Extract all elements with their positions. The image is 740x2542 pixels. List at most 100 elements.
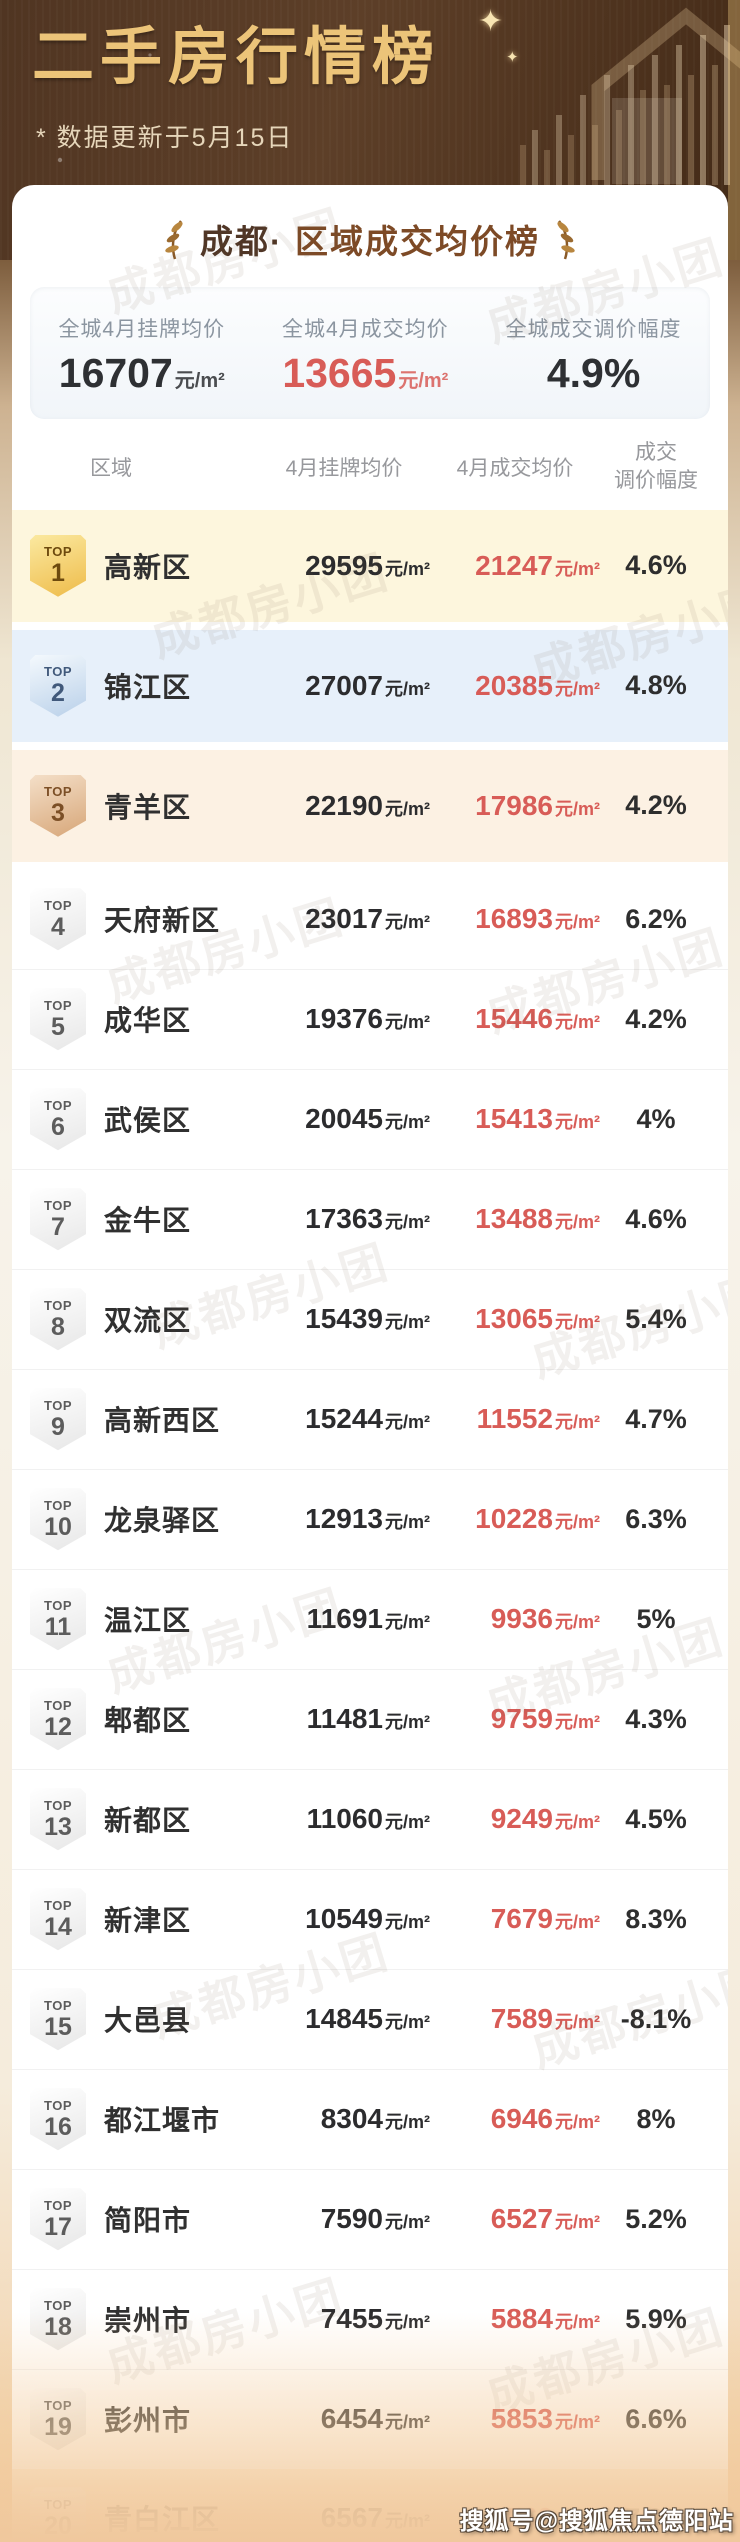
sohu-watermark: 搜狐号@搜狐焦点德阳站 (459, 2508, 734, 2535)
listed-price: 15244 元/m² (305, 1403, 430, 1435)
table-row: TOP 6 武侯区 20045 元/m² 15413 元/m² 4% (12, 1068, 728, 1169)
rank-badge-label: TOP (44, 2397, 72, 2413)
rank-badge: TOP 12 (30, 1688, 86, 1751)
change-rate: 4.8% (625, 670, 687, 701)
district-name: 锦江区 (104, 671, 192, 703)
rank-number: 8 (51, 1312, 65, 1341)
stat-label: 全城4月成交均价 (282, 317, 449, 341)
citywide-stats: 全城4月挂牌均价 16707 元/m² 全城4月成交均价 13665 元/m² 全城… (30, 287, 710, 419)
table-header: 区域 4月挂牌均价 4月成交均价 成交 调价幅度 (12, 435, 728, 510)
stat-change-rate: 全城成交调价幅度 4.9% (506, 313, 682, 394)
table-row: TOP 8 双流区 15439 元/m² 13065 元/m² 5.4% (12, 1268, 728, 1369)
rank-badge-label: TOP (44, 1897, 72, 1913)
listed-price: 29595 元/m² (305, 549, 430, 581)
table-row: TOP 9 高新西区 15244 元/m² 11552 元/m² 4.7% (12, 1368, 728, 1469)
rank-badge: TOP 2 (30, 654, 86, 717)
card-title-prefix: 成都· (200, 223, 283, 260)
rank-number: 12 (44, 1712, 72, 1741)
card-title: 成都· 区域成交均价榜 (12, 185, 728, 281)
rank-badge: TOP 13 (30, 1788, 86, 1851)
district-name: 都江堰市 (104, 2105, 221, 2137)
deal-price: 17986 元/m² (475, 789, 600, 821)
rank-number: 5 (51, 1012, 65, 1041)
table-row: TOP 15 大邑县 14845 元/m² 7589 元/m² -8.1% (12, 1968, 728, 2069)
listed-price: 7455 元/m² (320, 2303, 430, 2335)
deal-price: 6527 元/m² (490, 2203, 600, 2235)
page-title: 二手房行情榜 (32, 23, 441, 92)
rank-badge: TOP 19 (30, 2388, 86, 2451)
listed-price: 15439 元/m² (305, 1303, 430, 1335)
listed-price: 14845 元/m² (305, 2003, 430, 2035)
rank-badge: TOP 14 (30, 1888, 86, 1951)
rank-badge: TOP 8 (30, 1288, 86, 1351)
district-name: 温江区 (104, 1605, 192, 1637)
change-rate: 5.2% (625, 2203, 687, 2234)
rank-badge-label: TOP (44, 1097, 72, 1113)
district-name: 高新区 (104, 551, 192, 583)
deal-price: 16893 元/m² (475, 903, 600, 935)
deal-price: 15413 元/m² (475, 1103, 600, 1135)
listed-price: 17363 元/m² (305, 1203, 430, 1235)
rank-number: 10 (44, 1512, 72, 1541)
district-name: 新都区 (104, 1805, 192, 1837)
deal-price: 6946 元/m² (490, 2103, 600, 2135)
deal-price: 9249 元/m² (490, 1803, 600, 1835)
table-row: TOP 12 郫都区 11481 元/m² 9759 元/m² 4.3% (12, 1668, 728, 1769)
table-row: TOP 10 龙泉驿区 12913 元/m² 10228 元/m² 6.3% (12, 1468, 728, 1569)
district-name: 青羊区 (104, 791, 192, 823)
rank-badge-label: TOP (44, 2197, 72, 2213)
rank-badge-label: TOP (44, 897, 72, 913)
rank-number: 11 (44, 1612, 72, 1641)
sparkle-icon: ✦ (478, 5, 504, 38)
rank-number: 2 (51, 679, 65, 708)
stat-deal-avg: 全城4月成交均价 13665 元/m² (282, 313, 449, 394)
rank-badge: TOP 4 (30, 888, 86, 951)
rank-badge-label: TOP (44, 784, 72, 800)
stat-value: 13665 元/m² (282, 349, 449, 396)
table-row: TOP 5 成华区 19376 元/m² 15446 元/m² 4.2% (12, 968, 728, 1069)
listed-price: 12913 元/m² (305, 1503, 430, 1535)
deal-price: 13065 元/m² (475, 1303, 600, 1335)
rank-badge: TOP 11 (30, 1588, 86, 1651)
rank-badge: TOP 6 (30, 1088, 86, 1151)
change-rate: 4.5% (625, 1803, 687, 1834)
listed-price: 23017 元/m² (305, 903, 430, 935)
rank-badge: TOP 10 (30, 1488, 86, 1551)
rank-badge: TOP 3 (30, 774, 86, 837)
change-rate: 4% (636, 1103, 676, 1134)
district-name: 成华区 (104, 1005, 192, 1037)
listed-price: 11481 元/m² (306, 1703, 430, 1735)
rank-badge-label: TOP (44, 544, 72, 560)
rank-number: 7 (51, 1212, 65, 1241)
district-name: 双流区 (104, 1305, 192, 1337)
stat-value: 16707 元/m² (58, 349, 225, 396)
table-row: TOP 3 青羊区 22190 元/m² 17986 元/m² 4.2% (12, 749, 728, 862)
listed-price: 10549 元/m² (305, 1903, 430, 1935)
change-rate: 4.2% (625, 1003, 687, 1034)
rank-badge: TOP 7 (30, 1188, 86, 1251)
rank-badge-label: TOP (44, 1697, 72, 1713)
change-rate: 4.6% (625, 1203, 687, 1234)
change-rate: 8% (636, 2103, 676, 2134)
rank-number: 9 (51, 1412, 65, 1441)
table-row: TOP 19 彭州市 6454 元/m² 5853 元/m² 6.6% (12, 2368, 728, 2469)
deal-price: 11552 元/m² (476, 1403, 600, 1435)
listed-price: 11691 元/m² (306, 1603, 430, 1635)
city-skyline-graphic (57, 0, 740, 260)
rank-badge-label: TOP (44, 664, 72, 680)
rank-badge: TOP 1 (30, 534, 86, 597)
rank-number: 17 (44, 2212, 72, 2241)
change-rate: 6.2% (625, 903, 687, 934)
change-rate: 4.7% (625, 1403, 687, 1434)
rank-number: 16 (44, 2112, 72, 2141)
change-rate: 6.6% (625, 2403, 687, 2434)
table-row: TOP 11 温江区 11691 元/m² 9936 元/m² 5% (12, 1568, 728, 1669)
deal-price: 5853 元/m² (490, 2403, 600, 2435)
district-name: 大邑县 (104, 2005, 192, 2037)
table-row: TOP 2 锦江区 27007 元/m² 20385 元/m² 4.8% (12, 629, 728, 742)
rank-badge: TOP 20 (30, 2487, 86, 2542)
district-name: 龙泉驿区 (104, 1505, 221, 1537)
rank-badge-label: TOP (44, 1997, 72, 2013)
rank-badge-label: TOP (44, 2097, 72, 2113)
